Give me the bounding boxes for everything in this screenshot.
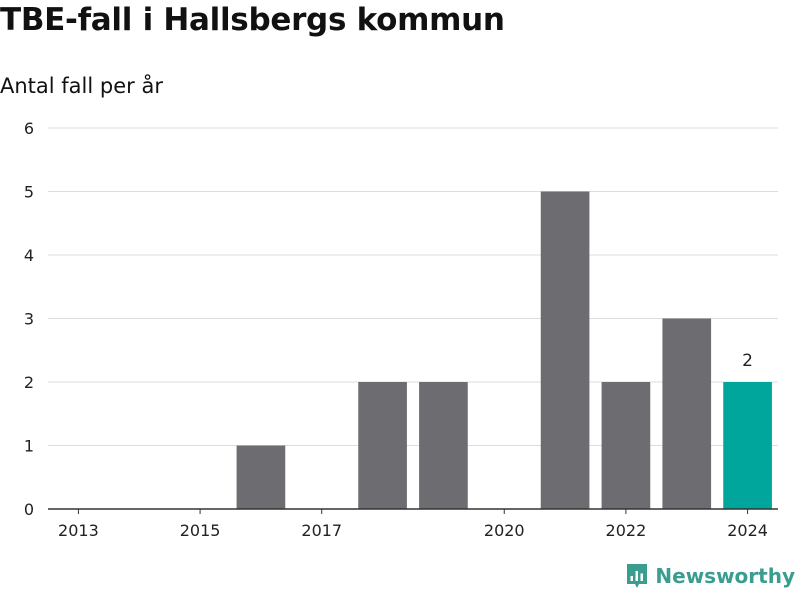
y-tick-label: 5 — [24, 183, 34, 202]
bar-2024 — [723, 382, 772, 509]
chart-title: TBE-fall i Hallsbergs kommun — [0, 2, 505, 38]
x-tick-label: 2013 — [58, 521, 99, 540]
newsworthy-logo-icon — [627, 564, 648, 588]
axes — [48, 508, 778, 514]
x-tick-label: 2024 — [727, 521, 768, 540]
bar-2021 — [540, 191, 590, 509]
x-tick-label: 2015 — [180, 521, 221, 540]
newsworthy-logo: Newsworthy — [625, 562, 795, 590]
x-tick-label: 2022 — [606, 521, 647, 540]
bar-2018 — [358, 382, 407, 509]
brand-name: Newsworthy — [655, 564, 795, 588]
y-tick-label: 0 — [24, 500, 34, 519]
y-tick-label: 1 — [24, 437, 34, 456]
x-tick-label: 2017 — [301, 521, 342, 540]
bar-2022 — [601, 382, 651, 509]
bar-2016 — [236, 445, 286, 509]
bars — [236, 191, 772, 509]
labels: 0 1 2 3 4 5 6 2013 2015 2017 2020 2022 2024 2 — [24, 119, 768, 540]
grid-lines — [48, 127, 778, 446]
x-tick-label: 2020 — [484, 521, 525, 540]
bar-2023 — [662, 318, 712, 509]
y-tick-label: 4 — [24, 246, 34, 265]
bar-2019 — [419, 382, 468, 509]
chart-subtitle: Antal fall per år — [0, 74, 163, 98]
data-label-2024: 2 — [742, 351, 753, 371]
y-tick-label: 2 — [24, 373, 34, 392]
y-tick-label: 6 — [24, 119, 34, 138]
y-tick-label: 3 — [24, 310, 34, 329]
